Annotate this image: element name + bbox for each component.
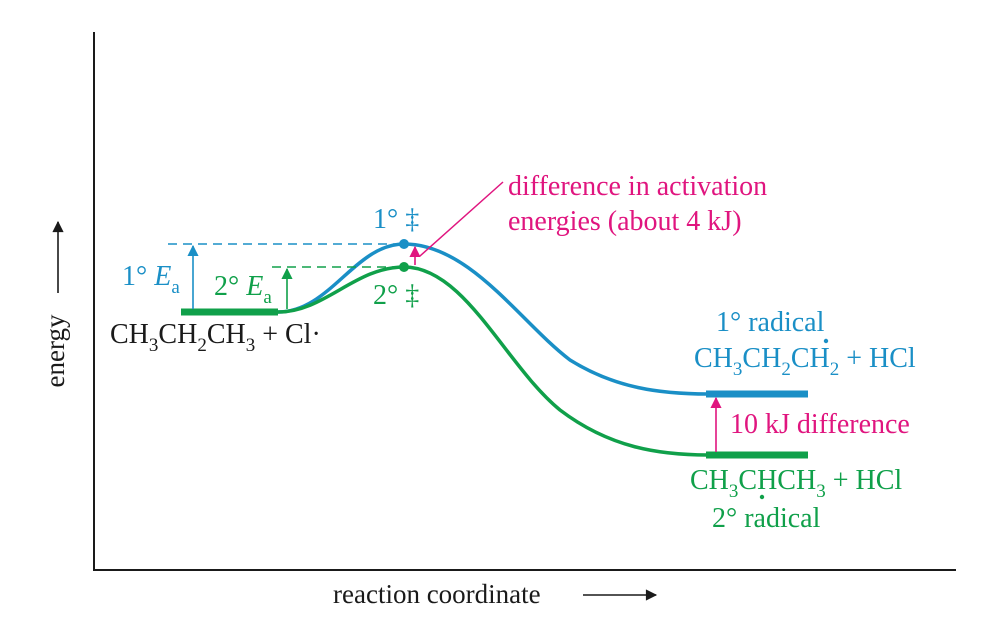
secondary-ts-point <box>399 262 409 272</box>
x-axis-label: reaction coordinate <box>333 579 541 609</box>
secondary-product-formula: CH3CHCH3 + HCl <box>690 465 902 502</box>
y-axis-label: energy <box>40 314 70 387</box>
product-difference-label: 10 kJ difference <box>730 409 910 440</box>
ts-annotation-leader <box>419 181 504 257</box>
primary-ts-point <box>399 239 409 249</box>
reactant-formula: CH3CH2CH3 + Cl· <box>110 319 321 356</box>
primary-radical-dot <box>823 338 829 344</box>
primary-product-title: 1° radical <box>716 307 825 338</box>
ts-annotation-line1: difference in activation <box>508 171 767 202</box>
secondary-energy-curve <box>277 265 709 457</box>
primary-energy-curve <box>277 242 709 396</box>
secondary-radical-dot <box>759 494 765 500</box>
primary-ts-label: 1° ‡ <box>373 204 419 235</box>
secondary-product-title: 2° radical <box>712 503 821 534</box>
secondary-ea-label: 2° Ea <box>214 271 272 308</box>
primary-ea-label: 1° Ea <box>122 261 180 298</box>
primary-product-formula: CH3CH2CH2 + HCl <box>694 343 916 380</box>
secondary-ts-label: 2° ‡ <box>373 280 419 311</box>
ts-annotation-line2: energies (about 4 kJ) <box>508 206 742 237</box>
